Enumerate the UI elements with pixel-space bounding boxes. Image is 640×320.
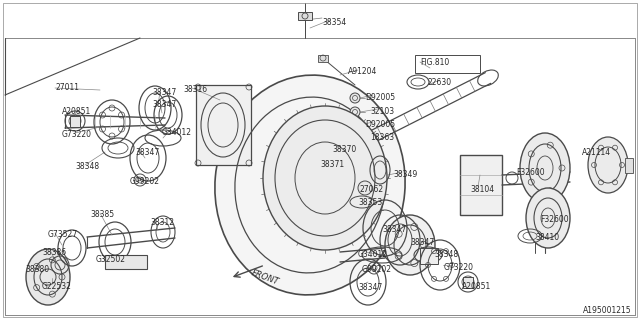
Bar (70, 116, 80, 127)
Bar (196, 85, 251, 165)
Text: G34012: G34012 (358, 250, 388, 259)
Text: D92005: D92005 (365, 120, 395, 129)
Text: 18363: 18363 (370, 133, 394, 142)
Ellipse shape (26, 249, 70, 305)
Text: 38410: 38410 (535, 233, 559, 242)
Bar (415, 55, 480, 73)
Bar (625, 158, 633, 173)
Circle shape (350, 93, 360, 103)
Ellipse shape (215, 75, 405, 295)
Text: G22532: G22532 (42, 282, 72, 291)
Text: 38348: 38348 (434, 250, 458, 259)
Text: A21114: A21114 (582, 148, 611, 157)
Text: G99202: G99202 (362, 265, 392, 274)
Text: G73220: G73220 (62, 130, 92, 139)
Bar (298, 12, 312, 20)
Text: 38354: 38354 (322, 18, 346, 27)
Ellipse shape (385, 215, 435, 275)
Text: 38386: 38386 (42, 248, 66, 257)
Text: 38349: 38349 (393, 170, 417, 179)
Text: F32600: F32600 (516, 168, 545, 177)
Bar (318, 142, 338, 152)
Text: 38380: 38380 (25, 265, 49, 274)
Circle shape (350, 120, 360, 130)
Ellipse shape (526, 188, 570, 248)
Text: FRONT: FRONT (250, 268, 280, 286)
Bar (318, 55, 328, 62)
Text: 38347: 38347 (358, 283, 382, 292)
Text: 38370: 38370 (332, 145, 356, 154)
Bar (105, 255, 147, 269)
Text: 38347: 38347 (410, 238, 435, 247)
Text: D92005: D92005 (365, 93, 395, 102)
Circle shape (358, 181, 372, 195)
Circle shape (350, 107, 360, 117)
Text: A20851: A20851 (462, 282, 492, 291)
Ellipse shape (588, 137, 628, 193)
Text: 38347: 38347 (152, 100, 176, 109)
Text: 32103: 32103 (370, 107, 394, 116)
Ellipse shape (263, 106, 387, 250)
Text: 38347: 38347 (152, 88, 176, 97)
Text: 38348: 38348 (75, 162, 99, 171)
Bar (420, 248, 438, 264)
Text: G99202: G99202 (130, 177, 160, 186)
Text: 38312: 38312 (150, 218, 174, 227)
Text: 38371: 38371 (320, 160, 344, 169)
Text: G73527: G73527 (48, 230, 78, 239)
Text: FIG.810: FIG.810 (420, 58, 449, 67)
Text: A91204: A91204 (348, 67, 378, 76)
Bar (463, 277, 473, 288)
Text: 38353: 38353 (358, 198, 382, 207)
Text: A195001215: A195001215 (584, 306, 632, 315)
Text: G34012: G34012 (162, 128, 192, 137)
Text: 22630: 22630 (428, 78, 452, 87)
Text: 38385: 38385 (90, 210, 114, 219)
Circle shape (302, 13, 308, 19)
Text: 27062: 27062 (360, 185, 384, 194)
Ellipse shape (520, 133, 570, 203)
Text: 27011: 27011 (55, 83, 79, 92)
Text: G73220: G73220 (444, 263, 474, 272)
Text: 38316: 38316 (183, 85, 207, 94)
Text: 38347: 38347 (382, 225, 406, 234)
Text: 38104: 38104 (470, 185, 494, 194)
Text: F32600: F32600 (540, 215, 568, 224)
Circle shape (350, 133, 360, 143)
Text: A20851: A20851 (62, 107, 92, 116)
Text: G32502: G32502 (96, 255, 126, 264)
Text: 38347: 38347 (135, 148, 159, 157)
Bar (460, 155, 502, 215)
